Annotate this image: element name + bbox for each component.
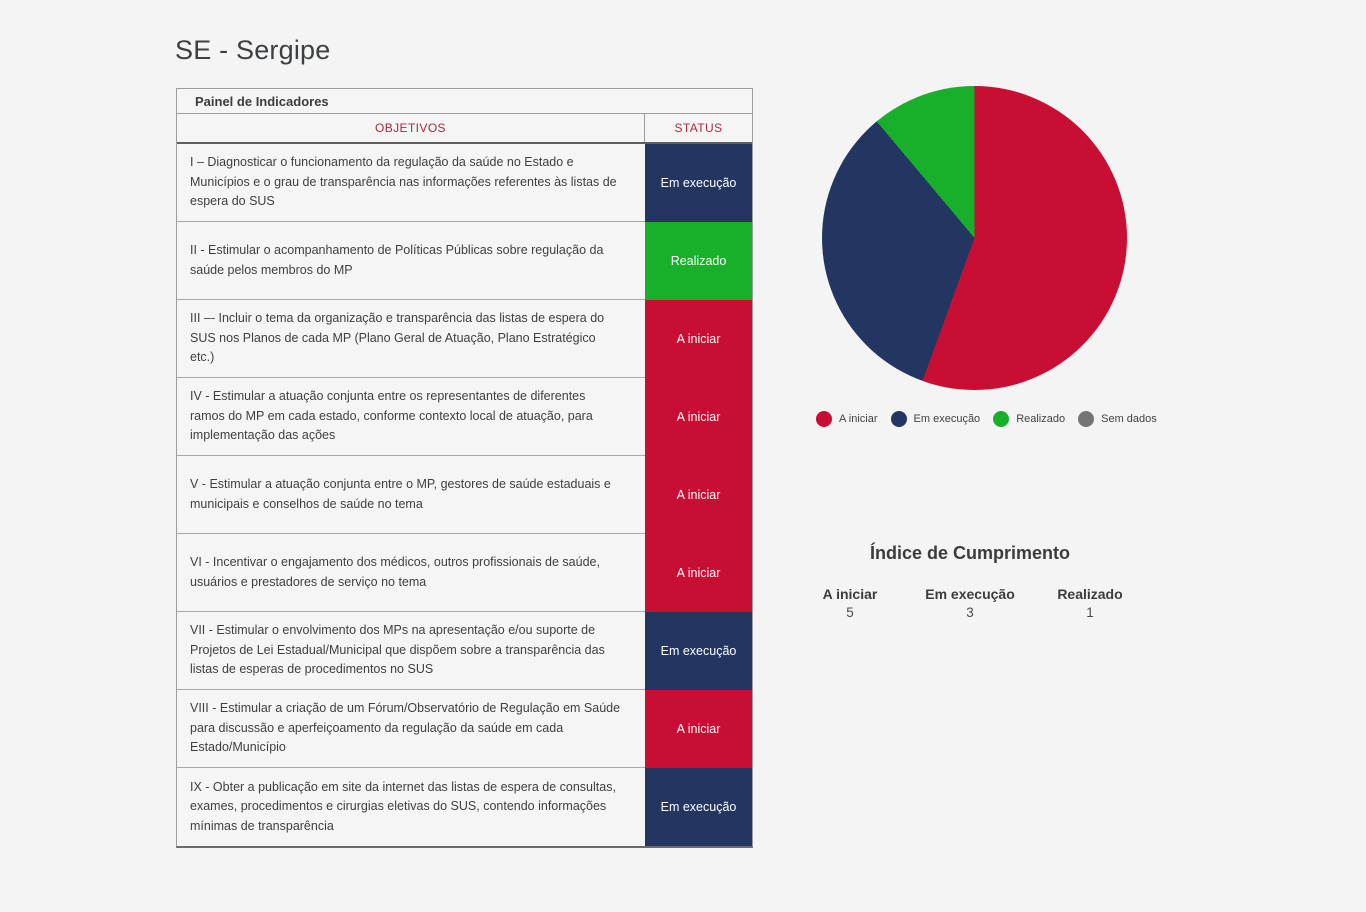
- objective-text-label: VII - Estimular o envolvimento dos MPs n…: [190, 623, 605, 677]
- legend-color-dot-icon: [993, 411, 1010, 427]
- legend-item-sem-dados[interactable]: Sem dados: [1078, 411, 1157, 427]
- stat-value: 5: [846, 605, 854, 620]
- column-header-objectives: OBJETIVOS: [177, 114, 645, 142]
- table-row: IX - Obter a publicação em site da inter…: [177, 768, 752, 846]
- status-badge: A iniciar: [645, 456, 752, 534]
- objective-text: VII - Estimular o envolvimento dos MPs n…: [177, 612, 645, 690]
- table-row: II - Estimular o acompanhamento de Polít…: [177, 222, 752, 300]
- stat-value: 1: [1086, 605, 1094, 620]
- status-badge: A iniciar: [645, 690, 752, 768]
- compliance-index-stats: A iniciar 5 Em execução 3 Realizado 1: [790, 586, 1150, 620]
- stat-a-iniciar: A iniciar 5: [790, 586, 910, 620]
- status-badge-label: A iniciar: [676, 332, 721, 346]
- stat-label: Realizado: [1057, 586, 1123, 602]
- objective-text-label: VIII - Estimular a criação de um Fórum/O…: [190, 701, 621, 755]
- compliance-index-title: Índice de Cumprimento: [869, 543, 1071, 563]
- objective-text: VIII - Estimular a criação de um Fórum/O…: [177, 690, 645, 768]
- legend-item-realizado[interactable]: Realizado: [993, 411, 1065, 427]
- table-row: VIII - Estimular a criação de um Fórum/O…: [177, 690, 752, 768]
- status-badge-label: A iniciar: [676, 488, 721, 502]
- table-row: VII - Estimular o envolvimento dos MPs n…: [177, 612, 752, 690]
- objective-text-label: IX - Obter a publicação em site da inter…: [190, 779, 616, 833]
- stat-label: Em execução: [925, 586, 1015, 602]
- legend-label: Em execução: [913, 413, 981, 425]
- objective-text: V - Estimular a atuação conjunta entre o…: [177, 456, 645, 534]
- objective-text: IV - Estimular a atuação conjunta entre …: [177, 378, 645, 456]
- status-badge-label: Em execução: [660, 176, 737, 190]
- objective-text: II - Estimular o acompanhamento de Polít…: [177, 222, 645, 300]
- table-row: VI - Incentivar o engajamento dos médico…: [177, 534, 752, 612]
- status-badge-label: Realizado: [670, 254, 727, 268]
- column-header-status: STATUS: [674, 121, 723, 135]
- table-row: IV - Estimular a atuação conjunta entre …: [177, 378, 752, 456]
- panel-title: Painel de Indicadores: [195, 93, 329, 109]
- stat-value: 3: [966, 605, 974, 620]
- legend-color-dot-icon: [816, 411, 832, 427]
- status-badge: Em execução: [645, 768, 752, 846]
- objective-text-label: I – Diagnosticar o funcionamento da regu…: [190, 155, 617, 209]
- panel-title-row: Painel de Indicadores: [177, 89, 752, 114]
- pie-legend: A iniciar Em execução Realizado Sem dado…: [816, 411, 1157, 427]
- status-badge-label: Em execução: [660, 644, 737, 658]
- objective-text-label: IV - Estimular a atuação conjunta entre …: [190, 389, 593, 443]
- objective-text: IX - Obter a publicação em site da inter…: [177, 768, 645, 846]
- status-badge: A iniciar: [645, 378, 752, 456]
- status-badge-label: A iniciar: [676, 722, 721, 736]
- objective-text: I – Diagnosticar o funcionamento da regu…: [177, 144, 645, 222]
- stat-realizado: Realizado 1: [1030, 586, 1150, 620]
- status-badge: Em execução: [645, 612, 752, 690]
- status-badge: A iniciar: [645, 534, 752, 612]
- legend-label: Realizado: [1016, 413, 1066, 425]
- stat-em-execucao: Em execução 3: [910, 586, 1030, 620]
- legend-item-a-iniciar[interactable]: A iniciar: [816, 411, 878, 427]
- status-badge: Realizado: [645, 222, 752, 300]
- status-pie-chart[interactable]: [822, 86, 1127, 390]
- objective-text: VI - Incentivar o engajamento dos médico…: [177, 534, 645, 612]
- status-badge: Em execução: [645, 144, 752, 222]
- legend-label: A iniciar: [839, 413, 878, 425]
- legend-color-dot-icon: [890, 411, 907, 427]
- status-badge-label: A iniciar: [676, 566, 721, 580]
- status-badge-label: Em execução: [660, 800, 737, 814]
- legend-label: Sem dados: [1101, 413, 1157, 425]
- objective-text-label: V - Estimular a atuação conjunta entre o…: [190, 477, 611, 511]
- table-row: III –- Incluir o tema da organização e t…: [177, 300, 752, 378]
- table-row: I – Diagnosticar o funcionamento da regu…: [177, 144, 752, 222]
- indicators-panel: Painel de Indicadores OBJETIVOS STATUS I…: [176, 88, 753, 848]
- stat-label: A iniciar: [822, 586, 878, 602]
- legend-color-dot-icon: [1078, 411, 1095, 427]
- page-title: SE - Sergipe: [175, 35, 331, 65]
- objective-text-label: VI - Incentivar o engajamento dos médico…: [190, 555, 600, 589]
- table-header-row: OBJETIVOS STATUS: [177, 114, 752, 144]
- legend-item-em-execucao[interactable]: Em execução: [890, 411, 981, 427]
- status-badge-label: A iniciar: [676, 410, 721, 424]
- status-badge: A iniciar: [645, 300, 752, 378]
- objective-text: III –- Incluir o tema da organização e t…: [177, 300, 645, 378]
- table-row: V - Estimular a atuação conjunta entre o…: [177, 456, 752, 534]
- objective-text-label: II - Estimular o acompanhamento de Polít…: [190, 243, 604, 277]
- objective-text-label: III –- Incluir o tema da organização e t…: [190, 311, 605, 365]
